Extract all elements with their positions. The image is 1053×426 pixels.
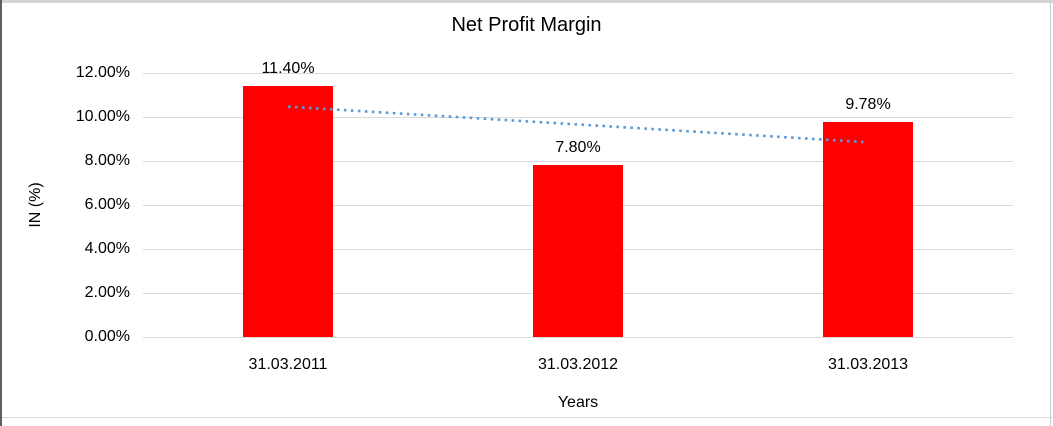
- y-tick-label: 4.00%: [84, 240, 130, 257]
- chart-frame-top: [0, 0, 1053, 3]
- gridline: [143, 337, 1013, 338]
- chart-title: Net Profit Margin: [451, 14, 602, 36]
- y-tick-label: 8.00%: [84, 152, 130, 169]
- y-tick-label: 0.00%: [84, 328, 130, 345]
- x-tick-label: 31.03.2012: [537, 356, 619, 373]
- x-axis-title: Years: [557, 394, 599, 411]
- x-tick-label: 31.03.2011: [248, 356, 328, 373]
- y-tick-label: 10.00%: [75, 108, 130, 125]
- bar-value-label: 11.40%: [261, 60, 315, 77]
- y-tick-label: 12.00%: [75, 64, 130, 81]
- x-tick-label: 31.03.2013: [827, 356, 909, 373]
- chart-frame-bottom: [0, 417, 1053, 418]
- trendline: [287, 105, 869, 144]
- chart-frame-left: [0, 0, 2, 426]
- chart-frame-right: [1050, 0, 1051, 426]
- gridline: [143, 73, 1013, 74]
- bar-value-label: 7.80%: [555, 139, 601, 156]
- bar: [533, 165, 623, 337]
- plot-area: 0.00% 2.00% 4.00% 6.00% 8.00% 10.00% 12.00% 11.…: [76, 60, 1013, 373]
- bar-value-label: 9.78%: [845, 96, 891, 113]
- y-tick-label: 6.00%: [84, 196, 130, 213]
- bar: [243, 86, 333, 337]
- gridline: [143, 117, 1013, 118]
- gridline: [143, 161, 1013, 162]
- bar: [823, 122, 913, 337]
- y-tick-label: 2.00%: [84, 284, 130, 301]
